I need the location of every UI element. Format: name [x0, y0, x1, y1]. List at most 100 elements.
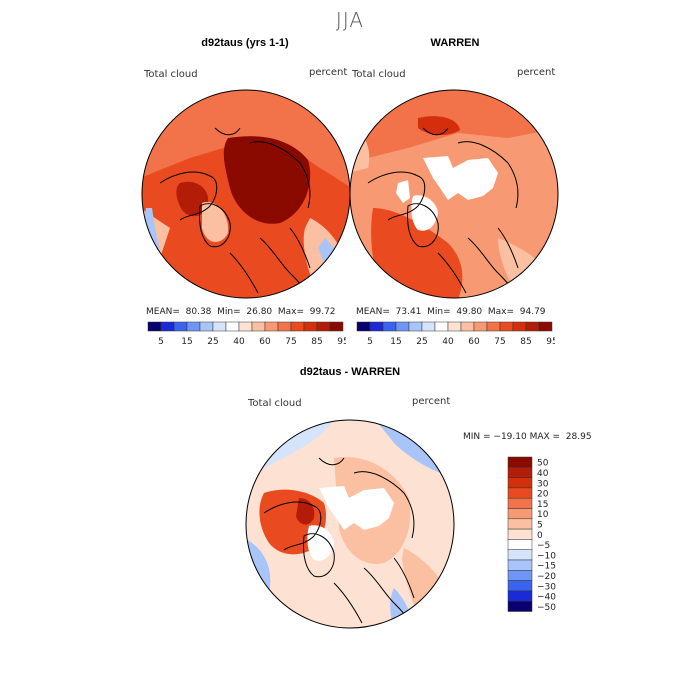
model-colorbar-tick-label: 40 — [233, 337, 245, 347]
model-units-label: percent — [309, 67, 348, 78]
obs-stats: MEAN= 73.41 Min= 49.80 Max= 94.79 — [356, 307, 546, 317]
obs-colorbar-swatch — [408, 321, 423, 332]
diff-field-nw-lightblue — [246, 420, 334, 478]
diff-colorbar-swatch — [507, 549, 533, 561]
model-colorbar-swatch — [225, 321, 240, 332]
diff-colorbar-swatch — [507, 559, 533, 571]
diff-colorbar-swatch — [507, 600, 533, 612]
obs-colorbar-swatch — [382, 321, 397, 332]
model-colorbar: 5 15 25 40 60 75 85 95 — [147, 321, 346, 347]
model-colorbar-tick-label: 75 — [285, 337, 296, 347]
diff-colorbar-swatch — [507, 580, 533, 592]
obs-field-north-dark — [418, 116, 460, 136]
obs-colorbar-swatch — [499, 321, 514, 332]
obs-polar-map — [349, 89, 559, 299]
model-stats: MEAN= 80.38 Min= 26.80 Max= 99.72 — [146, 307, 336, 317]
diff-colorbar-tick-label: 20 — [537, 490, 549, 500]
diff-colorbar-swatch — [507, 508, 533, 520]
diff-colorbar-tick-label: 40 — [537, 469, 549, 479]
diff-field-europe-core — [296, 498, 315, 525]
diff-stats: MIN = −19.10 MAX = 28.95 — [463, 432, 592, 442]
obs-field-nw-light — [350, 128, 370, 173]
model-field-arctic-max — [223, 136, 311, 224]
obs-colorbar-swatch — [356, 321, 371, 332]
model-colorbar-swatch — [303, 321, 318, 332]
diff-colorbar-tick-label: −20 — [537, 572, 556, 582]
model-colorbar-swatch — [212, 321, 227, 332]
diff-colorbar-tick-label: 10 — [537, 510, 549, 520]
obs-max-label: Max= — [487, 307, 515, 317]
diff-field-missing-arctic — [319, 486, 394, 530]
obs-colorbar-swatch — [512, 321, 527, 332]
model-polar-map — [141, 89, 351, 299]
model-colorbar-tick-label: 95 — [337, 337, 346, 347]
obs-colorbar-tick-label: 85 — [520, 337, 531, 347]
model-colorbar-swatch — [199, 321, 214, 332]
diff-colorbar-tick-label: 15 — [537, 500, 548, 510]
obs-colorbar-swatch — [369, 321, 384, 332]
model-colorbar-swatch — [290, 321, 305, 332]
model-colorbar-swatch — [316, 321, 331, 332]
model-field-greenland-light — [202, 202, 229, 243]
model-colorbar-swatch — [160, 321, 175, 332]
obs-coastlines — [367, 127, 521, 298]
diff-colorbar-tick-label: 30 — [537, 479, 549, 489]
model-colorbar-swatch — [147, 321, 162, 332]
model-max-label: Max= — [277, 307, 305, 317]
diff-colorbar-tick-label: −50 — [537, 603, 556, 613]
model-max-value: 99.72 — [309, 307, 336, 317]
model-colorbar-swatch — [186, 321, 201, 332]
diff-colorbar-tick-label: −15 — [537, 562, 556, 572]
diff-colorbar-swatch — [507, 590, 533, 602]
obs-map-border — [349, 89, 559, 299]
diff-colorbar-tick-label: −5 — [537, 541, 550, 551]
model-colorbar-tick-label: 5 — [158, 337, 164, 347]
model-mean-value: 80.38 — [185, 307, 212, 317]
diff-colorbar-tick-label: 5 — [537, 520, 543, 530]
obs-max-value: 94.79 — [519, 307, 546, 317]
model-colorbar-tick-label: 85 — [311, 337, 322, 347]
diff-polar-map — [245, 419, 455, 629]
obs-units-label: percent — [517, 67, 556, 78]
diff-colorbar-swatch — [507, 487, 533, 499]
diff-colorbar-swatch — [507, 570, 533, 581]
diff-map-border — [245, 419, 455, 629]
model-colorbar-swatch — [329, 321, 344, 332]
diff-colorbar-swatch — [507, 528, 533, 540]
diff-colorbar-swatch — [507, 477, 533, 489]
model-colorbar-tick-label: 15 — [181, 337, 192, 347]
model-coastlines — [159, 127, 313, 298]
obs-colorbar-swatch — [395, 321, 410, 332]
obs-colorbar-tick-label: 5 — [367, 337, 373, 347]
diff-colorbar-swatch — [507, 518, 533, 530]
model-colorbar-tick-label: 25 — [207, 337, 218, 347]
obs-colorbar-swatch — [525, 321, 540, 332]
model-min-label: Min= — [217, 307, 241, 317]
obs-colorbar-swatch — [434, 321, 449, 332]
obs-mean-value: 73.41 — [395, 307, 422, 317]
model-colorbar-swatch — [251, 321, 266, 332]
diff-colorbar-tick-label: −30 — [537, 582, 556, 592]
obs-colorbar-swatch — [460, 321, 475, 332]
diff-units-label: percent — [412, 396, 451, 407]
model-mean-label: MEAN= — [146, 307, 180, 317]
obs-colorbar-swatch — [447, 321, 462, 332]
diff-colorbar-swatch — [507, 456, 533, 468]
diff-variable-label: Total cloud — [248, 398, 302, 409]
obs-colorbar-tick-label: 15 — [390, 337, 401, 347]
diff-colorbar-swatch — [507, 539, 533, 550]
diff-colorbar-swatch — [507, 467, 533, 478]
obs-field-southwest-dark — [371, 208, 463, 298]
obs-colorbar-tick-label: 40 — [442, 337, 454, 347]
obs-colorbar-swatch — [486, 321, 501, 332]
obs-colorbar-swatch — [538, 321, 553, 332]
model-variable-label: Total cloud — [144, 69, 198, 80]
obs-field-missing-arctic — [423, 156, 498, 200]
season-title: JJA — [335, 8, 365, 32]
diff-colorbar-tick-label: 0 — [537, 531, 543, 541]
obs-min-label: Min= — [427, 307, 451, 317]
model-colorbar-swatch — [264, 321, 279, 332]
obs-variable-label: Total cloud — [352, 69, 406, 80]
obs-field-missing-archipelago — [396, 180, 410, 203]
